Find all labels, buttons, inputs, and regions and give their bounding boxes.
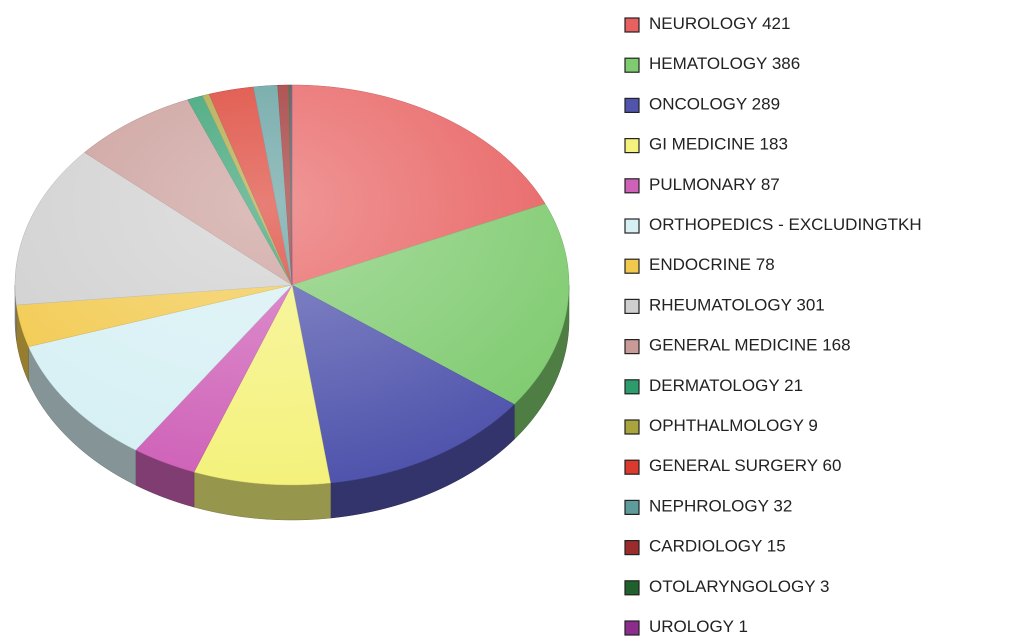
legend-swatch [624, 379, 640, 395]
legend-swatch [624, 499, 640, 515]
legend-value: 60 [823, 457, 842, 476]
legend-value: 15 [767, 537, 786, 556]
legend-name: CARDIOLOGY [649, 537, 762, 556]
legend-swatch [624, 298, 640, 314]
legend-value: 421 [762, 14, 790, 33]
legend-name: NEPHROLOGY [649, 497, 769, 516]
legend-swatch [624, 218, 640, 234]
legend-name: ORTHOPEDICS - EXCLUDINGTKH [649, 215, 922, 234]
legend-swatch [624, 17, 640, 33]
legend-label: ONCOLOGY 289 [649, 95, 780, 114]
legend-label: NEUROLOGY 421 [649, 14, 790, 33]
legend-value: 301 [796, 296, 824, 315]
legend-name: OTOLARYNGOLOGY [649, 577, 815, 596]
legend-swatch [624, 419, 640, 435]
legend-value: 3 [820, 577, 829, 596]
legend-name: OPHTHALMOLOGY [649, 416, 804, 435]
legend-name: GENERAL MEDICINE [649, 336, 817, 355]
legend-swatch [624, 57, 640, 73]
legend-swatch [624, 97, 640, 114]
legend-label: OPHTHALMOLOGY 9 [649, 416, 818, 435]
legend-value: 183 [760, 135, 788, 154]
legend-label: GENERAL SURGERY 60 [649, 457, 841, 476]
legend-label: DERMATOLOGY 21 [649, 376, 803, 395]
legend-swatch [624, 258, 640, 274]
legend-label: CARDIOLOGY 15 [649, 537, 786, 556]
legend-value: 87 [761, 175, 780, 194]
legend-name: ENDOCRINE [649, 256, 751, 275]
legend-name: DERMATOLOGY [649, 376, 779, 395]
legend-value: 21 [784, 376, 803, 395]
legend-name: ONCOLOGY [649, 95, 747, 114]
legend-label: NEPHROLOGY 32 [649, 497, 792, 516]
legend-label: PULMONARY 87 [649, 175, 780, 194]
legend-label: RHEUMATOLOGY 301 [649, 296, 825, 315]
legend-value: 386 [772, 55, 800, 74]
legend-name: UROLOGY [649, 617, 734, 636]
legend-value: 289 [752, 95, 780, 114]
legend-label: UROLOGY 1 [649, 617, 748, 636]
legend-swatch [624, 620, 640, 636]
legend-name: GENERAL SURGERY [649, 457, 818, 476]
legend-name: RHEUMATOLOGY [649, 296, 792, 315]
legend-swatch [624, 539, 640, 556]
legend-label: ORTHOPEDICS - EXCLUDINGTKH [649, 215, 922, 234]
legend-name: HEMATOLOGY [649, 55, 767, 74]
legend-swatch [624, 339, 640, 355]
legend-name: GI MEDICINE [649, 135, 755, 154]
legend-value: 9 [808, 416, 817, 435]
legend-value: 168 [822, 336, 850, 355]
legend-swatch [624, 459, 640, 475]
legend-value: 1 [738, 617, 747, 636]
legend-label: GI MEDICINE 183 [649, 135, 788, 154]
legend-label: GENERAL MEDICINE 168 [649, 336, 851, 355]
legend-value: 32 [773, 497, 792, 516]
legend-swatch [624, 138, 640, 154]
legend-label: ENDOCRINE 78 [649, 256, 775, 275]
legend-name: NEUROLOGY [649, 14, 757, 33]
legend-name: PULMONARY [649, 175, 756, 194]
legend-label: HEMATOLOGY 386 [649, 55, 800, 74]
legend-value: 78 [756, 256, 775, 275]
legend-label: OTOLARYNGOLOGY 3 [649, 577, 829, 596]
legend-swatch [624, 580, 640, 596]
legend-swatch [624, 178, 640, 194]
